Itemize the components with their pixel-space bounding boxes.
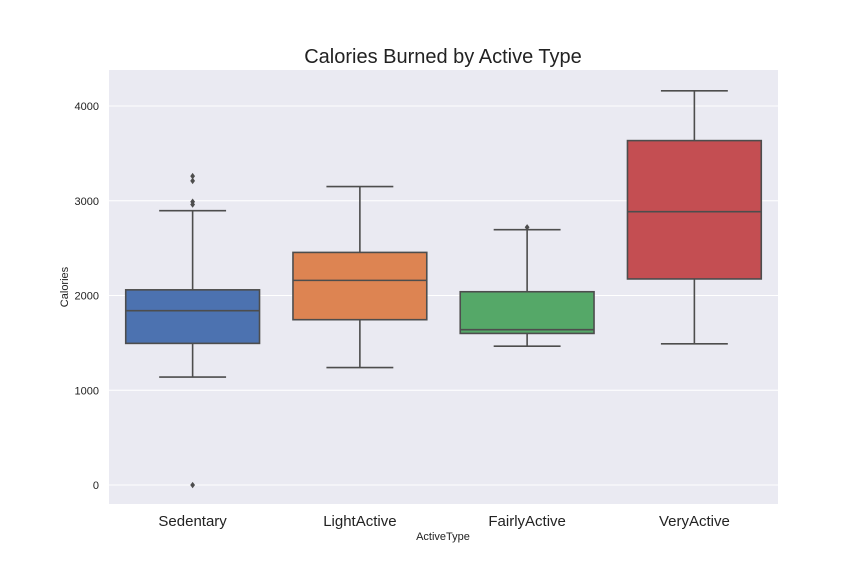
x-axis-ticks: Sedentary LightActive FairlyActive VeryActi… — [158, 513, 729, 530]
outlier-point — [190, 198, 196, 205]
outlier-point — [524, 224, 530, 231]
iqr-box — [124, 289, 261, 345]
outlier-point — [190, 172, 196, 180]
y-axis-label: Calories — [59, 266, 71, 307]
x-tick-label: Sedentary — [158, 513, 227, 530]
y-tick-label: 4000 — [75, 101, 99, 113]
box-fairlyactive — [459, 224, 595, 348]
iqr-box — [459, 290, 595, 335]
box-sedentary — [124, 172, 261, 489]
y-tick-label: 3000 — [75, 196, 99, 208]
boxes — [124, 90, 763, 489]
iqr-box — [626, 139, 763, 280]
y-tick-label: 2000 — [75, 291, 99, 303]
outlier-point — [190, 481, 196, 489]
x-axis-label: ActiveType — [416, 531, 470, 543]
x-tick-label: FairlyActive — [488, 513, 566, 530]
x-tick-label: VeryActive — [659, 513, 730, 530]
y-axis-ticks: 0 1000 2000 3000 4000 — [75, 101, 99, 492]
y-tick-label: 0 — [93, 480, 99, 492]
plot-area — [109, 70, 778, 504]
chart-title: Calories Burned by Active Type — [304, 46, 582, 68]
outlier-point — [190, 177, 196, 185]
x-tick-label: LightActive — [323, 513, 396, 530]
box-veryactive — [626, 90, 763, 345]
box-lightactive — [292, 185, 428, 369]
iqr-box — [292, 251, 428, 321]
y-tick-label: 1000 — [75, 385, 99, 397]
